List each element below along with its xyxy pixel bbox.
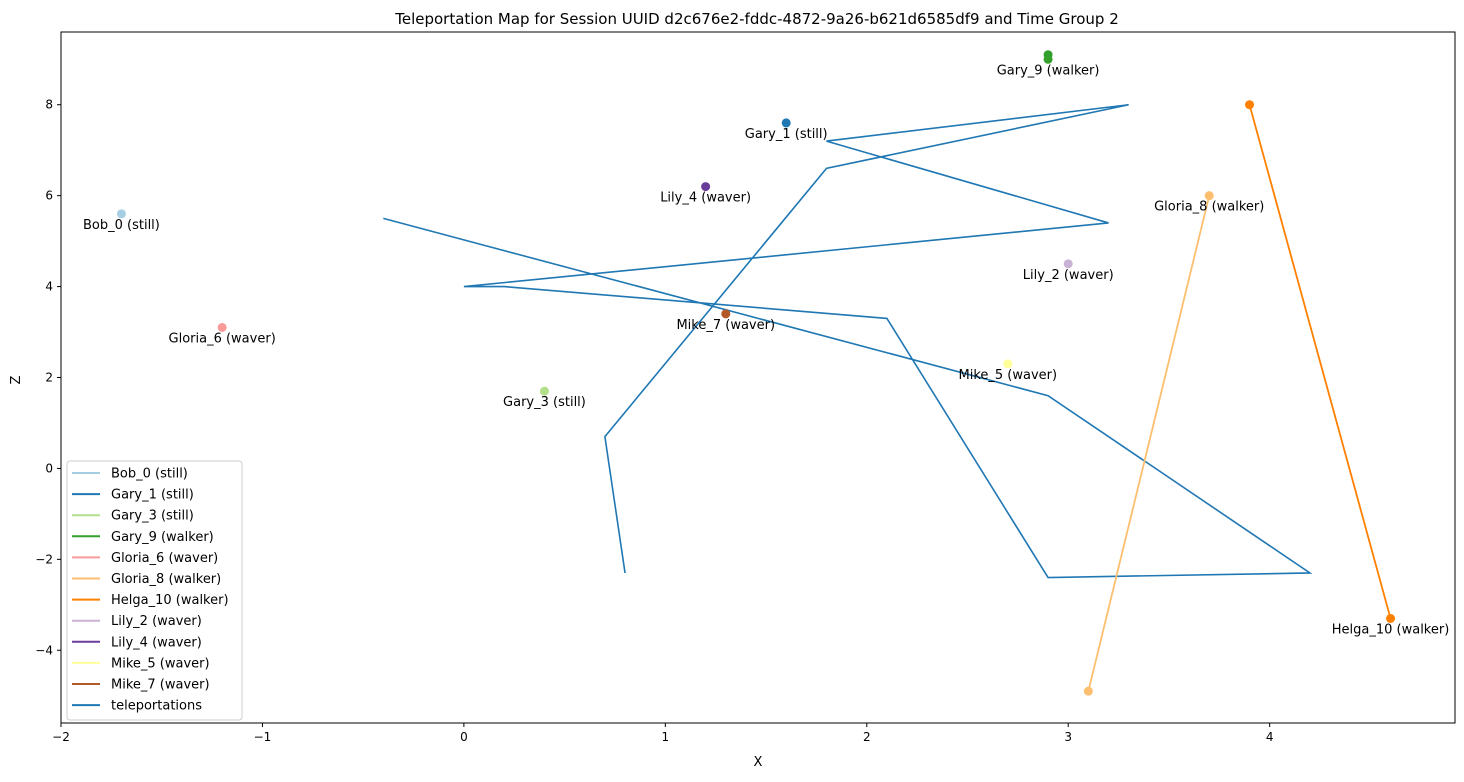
legend-box [66, 460, 243, 721]
plot-layer: Bob_0 (still) Gary_1 (still) Gary_3 (still… [83, 50, 1450, 696]
data-point [1003, 359, 1013, 369]
data-point [1043, 54, 1053, 64]
y-tick-label: 0 [45, 461, 53, 475]
x-axis-label: X [754, 755, 763, 770]
chart-title: Teleportation Map for Session UUID d2c67… [394, 10, 1119, 28]
legend-label: Gary_1 (still) [111, 488, 194, 503]
series-line [1248, 104, 1392, 619]
legend-label: Mike_7 (waver) [111, 678, 210, 693]
legend: Bob_0 (still) Gary_1 (still) Gary_3 (still… [66, 460, 243, 721]
data-point [721, 309, 731, 319]
x-tick-label: 2 [863, 730, 871, 744]
data-point [539, 386, 549, 396]
legend-label: teleportations [111, 699, 202, 714]
legend-label: Gary_3 (still) [111, 509, 194, 524]
legend-label: Lily_2 (waver) [111, 614, 202, 629]
legend-label: Mike_5 (waver) [111, 656, 210, 671]
legend-label: Lily_4 (waver) [111, 635, 202, 650]
y-tick-label: −4 [35, 643, 53, 657]
data-point [1386, 613, 1396, 623]
series-line [1087, 195, 1211, 692]
y-tick-label: −2 [35, 552, 53, 566]
y-tick-label: 4 [45, 280, 53, 294]
y-tick-label: 8 [45, 98, 53, 112]
y-tick-label: 6 [45, 189, 53, 203]
point-label: Lily_2 (waver) [1023, 268, 1114, 283]
axes: −2 −1 0 1 2 3 4 −4 −2 0 2 4 6 8 [35, 98, 1273, 744]
point-label: Mike_7 (waver) [676, 318, 775, 333]
data-point [1245, 100, 1255, 110]
legend-label: Gary_9 (walker) [111, 530, 214, 545]
data-point [1063, 259, 1073, 269]
point-label: Gary_1 (still) [745, 127, 828, 142]
point-label: Lily_4 (waver) [660, 191, 751, 206]
data-point [701, 182, 711, 192]
x-tick-label: 1 [662, 730, 670, 744]
x-tick-label: 3 [1064, 730, 1072, 744]
y-axis-label: Z [9, 375, 24, 384]
point-label: Gary_9 (walker) [997, 63, 1100, 78]
data-point [116, 209, 126, 219]
data-point [1204, 191, 1214, 201]
data-point [1083, 686, 1093, 696]
point-label: Gloria_8 (walker) [1154, 200, 1264, 215]
point-label: Bob_0 (still) [83, 218, 160, 233]
x-tick-label: 4 [1266, 730, 1274, 744]
y-tick-label: 2 [45, 371, 53, 385]
data-point [781, 118, 791, 128]
legend-label: Gloria_8 (walker) [111, 572, 221, 587]
point-label: Mike_5 (waver) [959, 368, 1058, 383]
data-point [217, 322, 227, 332]
teleportation-path [383, 103, 1313, 579]
x-tick-label: −1 [254, 730, 272, 744]
legend-label: Helga_10 (walker) [111, 593, 229, 608]
point-label: Gary_3 (still) [503, 395, 586, 410]
x-tick-label: −2 [52, 730, 70, 744]
point-label: Helga_10 (walker) [1332, 622, 1450, 637]
plot-frame [60, 31, 1456, 724]
legend-label: Bob_0 (still) [111, 467, 188, 482]
x-tick-label: 0 [460, 730, 468, 744]
legend-label: Gloria_6 (waver) [111, 551, 218, 566]
point-label: Gloria_6 (waver) [169, 331, 276, 346]
